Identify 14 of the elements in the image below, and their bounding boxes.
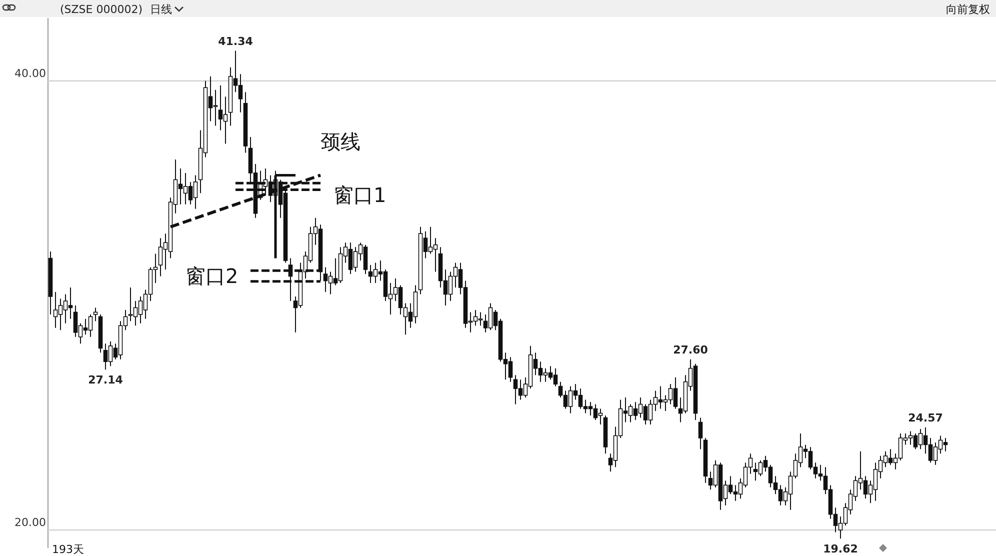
y-tick-label: 40.00: [14, 66, 46, 80]
annotation: 19.62: [823, 542, 858, 556]
chart-subtitle: 日线: [150, 3, 172, 16]
annotation: 24.57: [908, 411, 943, 424]
annotation: 27.14: [88, 374, 124, 387]
y-tick-label: 20.00: [14, 516, 46, 530]
annotation: 颈线: [320, 129, 360, 154]
annotation: 窗口2: [186, 264, 238, 288]
text: 向前复权: [946, 3, 990, 16]
annotation: 41.34: [218, 34, 254, 48]
annotation: 27.60: [673, 343, 708, 356]
annotation: 窗口1: [334, 183, 386, 208]
annotation: 193天: [52, 543, 84, 556]
chart-title: (SZSE 000002): [60, 3, 143, 16]
